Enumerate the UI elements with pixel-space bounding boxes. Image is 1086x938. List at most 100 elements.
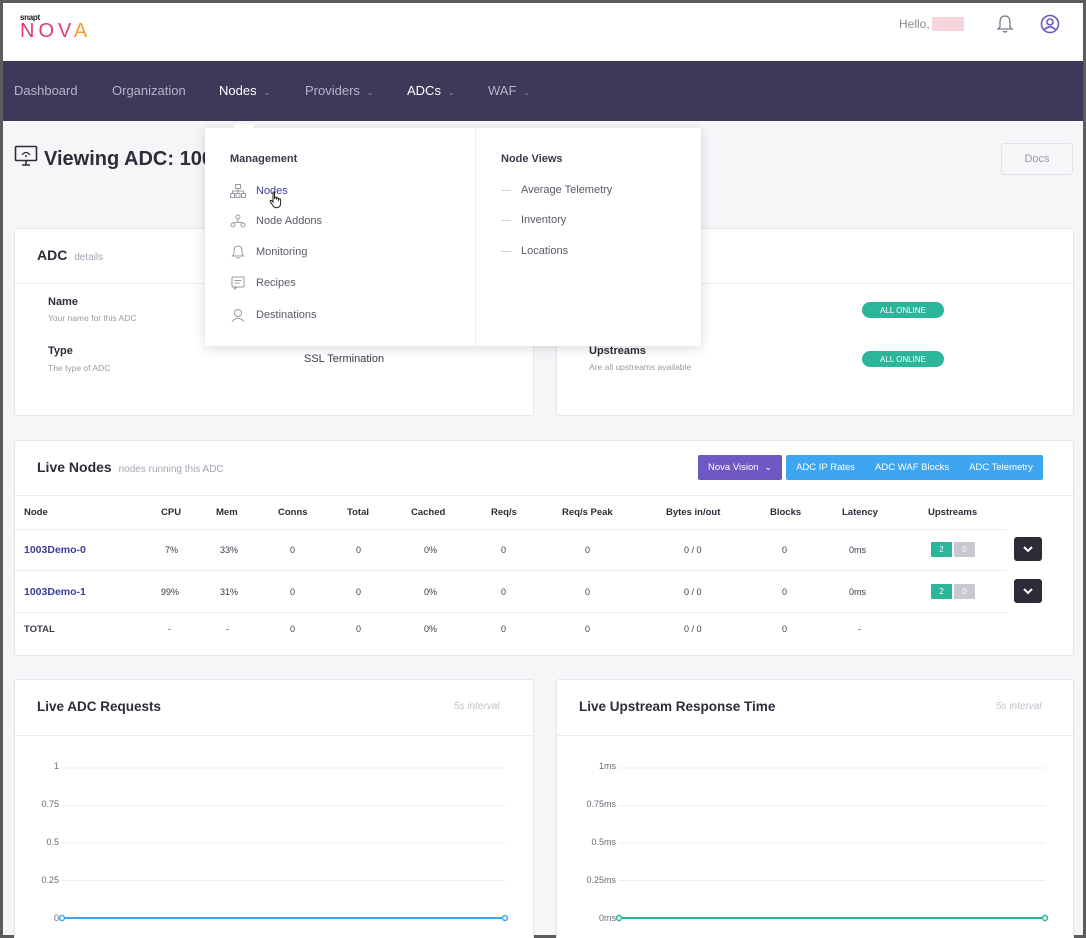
menu-item-recipes-label: Recipes	[256, 277, 296, 289]
live-adc-requests-card: Live ADC Requests 5s interval 1 0.75 0.5…	[14, 679, 534, 938]
data-point[interactable]	[1041, 914, 1049, 922]
page-title: Viewing ADC: 1003	[14, 145, 224, 173]
total-reqs-peak: 0	[585, 624, 591, 634]
y-tick-label: 0.75	[41, 799, 59, 809]
user-account-icon[interactable]	[1039, 13, 1061, 35]
mem-value: 31%	[220, 587, 239, 597]
nav-nodes[interactable]: Nodes ⌄	[219, 83, 270, 98]
chart-header-divider	[15, 735, 533, 736]
adc-status-header	[557, 229, 1073, 284]
col-header-latency: Latency	[842, 507, 878, 518]
menu-item-inventory-label: Inventory	[521, 214, 567, 226]
row-expand-button[interactable]	[1014, 579, 1042, 603]
chart-interval: 5s interval	[454, 701, 500, 712]
menu-item-node-addons-label: Node Addons	[256, 215, 323, 227]
col-header-conns: Conns	[278, 507, 308, 518]
dropdown-column-divider	[475, 128, 476, 346]
adc-ip-rates-button[interactable]: ADC IP Rates	[796, 462, 856, 473]
menu-item-destinations-label: Destinations	[256, 309, 317, 321]
reqs-value: 0	[501, 587, 507, 597]
col-header-total: Total	[347, 507, 369, 518]
nav-waf[interactable]: WAF ⌄	[488, 83, 530, 98]
cpu-value: 7%	[165, 545, 179, 555]
total-cached: 0%	[424, 624, 438, 634]
live-nodes-actions: Nova Vision ⌄ ADC IP Rates ADC WAF Blocks…	[698, 455, 1043, 480]
total-blocks: 0	[782, 624, 788, 634]
greeting-text: Hello,	[899, 17, 930, 31]
nav-waf-label: WAF	[488, 83, 517, 98]
nova-vision-button[interactable]: Nova Vision ⌄	[698, 455, 783, 480]
live-upstream-response-card: Live Upstream Response Time 5s interval …	[556, 679, 1074, 938]
row-divider	[15, 529, 1007, 530]
menu-item-recipes[interactable]: Recipes	[230, 276, 296, 290]
total-conns: 0	[290, 624, 296, 634]
logo-main-left: NOV	[20, 20, 74, 42]
type-description: The type of ADC	[48, 363, 111, 373]
nav-dashboard[interactable]: Dashboard	[14, 83, 78, 98]
chevron-down-icon	[1023, 545, 1033, 552]
total-reqs: 0	[501, 624, 507, 634]
docs-button[interactable]: Docs	[1001, 143, 1073, 175]
conns-value: 0	[290, 587, 296, 597]
node-views-heading: Node Views	[501, 153, 563, 165]
col-header-upstreams: Upstreams	[928, 507, 978, 518]
monitor-icon	[14, 145, 38, 173]
name-label: Name	[48, 296, 78, 308]
menu-item-destinations[interactable]: Destinations	[230, 308, 317, 322]
menu-item-node-addons[interactable]: Node Addons	[230, 214, 322, 228]
y-tick-label: 0.25	[41, 875, 59, 885]
nav-organization-label: Organization	[112, 83, 186, 98]
upstreams-up-badge: 2	[931, 584, 952, 599]
total-mem: -	[226, 624, 229, 634]
menu-item-nodes[interactable]: Nodes	[230, 184, 288, 198]
total-value: 0	[356, 545, 362, 555]
total-bytes: 0 / 0	[684, 624, 702, 634]
total-total: 0	[356, 624, 362, 634]
chevron-down-icon: ⌄	[764, 462, 773, 472]
nav-adcs[interactable]: ADCs ⌄	[407, 83, 455, 98]
node-link[interactable]: 1003Demo-0	[24, 544, 86, 556]
reqs-peak-value: 0	[585, 545, 591, 555]
notifications-bell-icon[interactable]	[994, 13, 1016, 35]
blocks-value: 0	[782, 545, 788, 555]
data-point[interactable]	[501, 914, 509, 922]
nav-adcs-label: ADCs	[407, 83, 441, 98]
node-addons-icon	[230, 214, 246, 228]
y-tick-label: 0.25ms	[586, 875, 616, 885]
node-link[interactable]: 1003Demo-1	[24, 586, 86, 598]
live-nodes-card: Live Nodes nodes running this ADC Nova V…	[14, 440, 1074, 656]
menu-item-average-telemetry[interactable]: — Average Telemetry	[501, 184, 612, 196]
dash-icon: —	[501, 214, 511, 226]
main-navbar: Dashboard Organization Nodes ⌄ Providers ⌄…	[3, 61, 1083, 121]
nodes-status-badge: ALL ONLINE	[862, 302, 944, 318]
nav-nodes-label: Nodes	[219, 83, 257, 98]
col-header-mem: Mem	[216, 507, 238, 518]
menu-item-locations[interactable]: — Locations	[501, 245, 568, 257]
row-expand-button[interactable]	[1014, 537, 1042, 561]
col-header-node: Node	[24, 507, 48, 518]
col-header-bytes: Bytes in/out	[666, 507, 721, 518]
total-row-label: TOTAL	[24, 624, 55, 635]
upstreams-down-badge: 0	[954, 584, 975, 599]
dash-icon: —	[501, 245, 511, 257]
y-tick-label: 1	[53, 761, 59, 771]
adc-waf-blocks-button[interactable]: ADC WAF Blocks	[875, 462, 950, 473]
menu-item-locations-label: Locations	[521, 245, 569, 257]
nav-organization[interactable]: Organization	[112, 83, 186, 98]
adc-telemetry-button[interactable]: ADC Telemetry	[969, 462, 1033, 473]
menu-item-inventory[interactable]: — Inventory	[501, 214, 566, 226]
chevron-down-icon: ⌄	[447, 88, 455, 97]
y-tick-label: 0.5	[46, 837, 59, 847]
data-point[interactable]	[58, 914, 66, 922]
data-point[interactable]	[615, 914, 623, 922]
upstreams-status-badge: ALL ONLINE	[862, 351, 944, 367]
blocks-value: 0	[782, 587, 788, 597]
snapt-nova-logo[interactable]: snapt NOVA	[20, 13, 91, 43]
menu-item-monitoring-label: Monitoring	[256, 246, 308, 258]
nav-providers[interactable]: Providers ⌄	[305, 83, 374, 98]
live-nodes-title: Live Nodes	[37, 459, 112, 475]
adc-details-title: ADC	[37, 247, 68, 263]
bell-icon	[231, 245, 245, 259]
total-latency: -	[858, 624, 861, 634]
menu-item-monitoring[interactable]: Monitoring	[230, 245, 307, 259]
